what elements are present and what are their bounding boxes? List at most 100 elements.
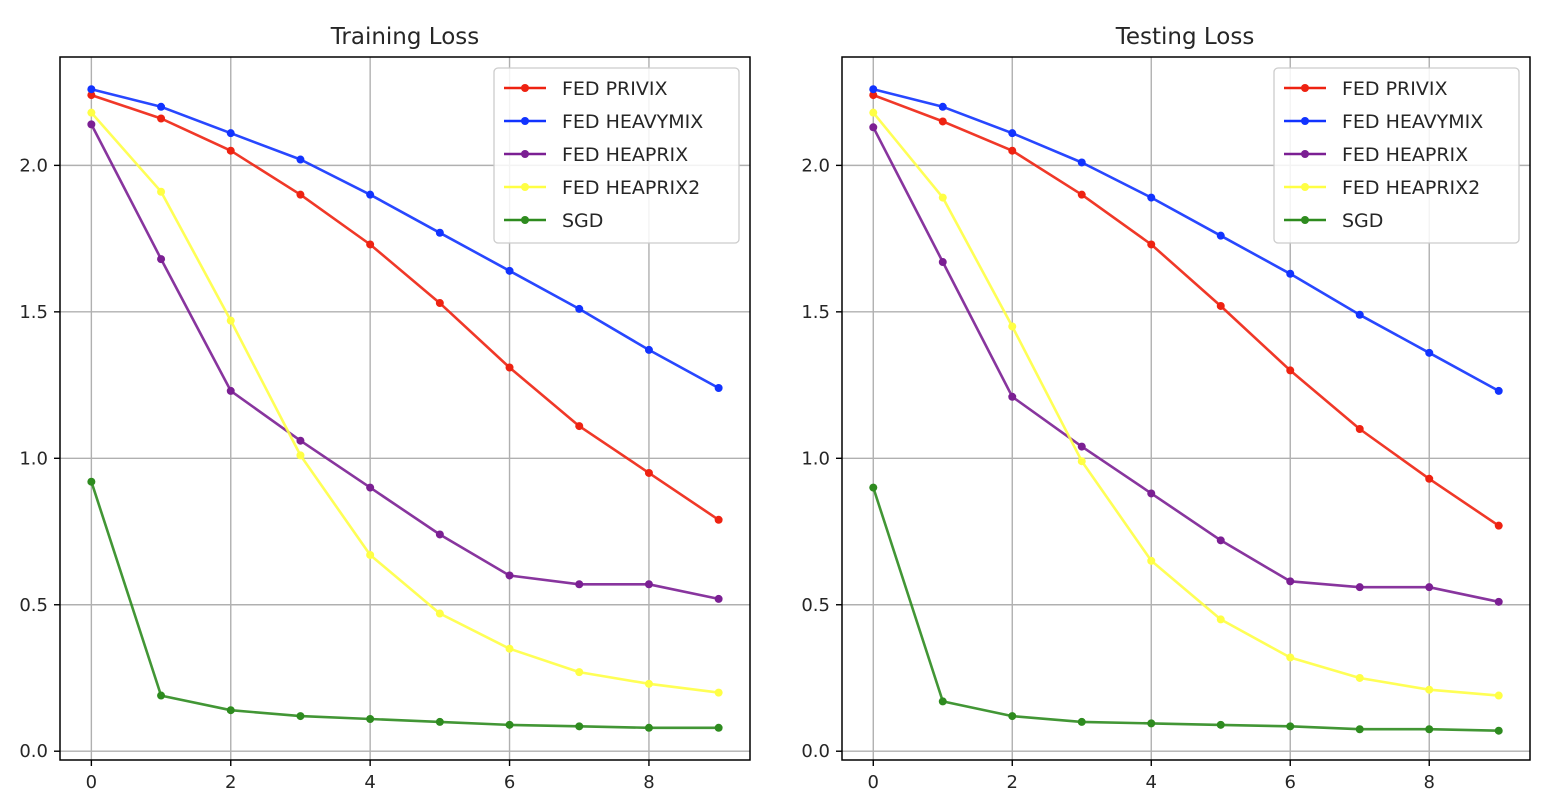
data-point — [1494, 597, 1503, 606]
data-point — [575, 580, 584, 589]
data-point — [714, 383, 723, 392]
series-line — [90, 481, 719, 730]
data-point — [435, 530, 444, 539]
x-tick-label: 6 — [1285, 772, 1296, 793]
chart-title: Testing Loss — [1115, 24, 1255, 50]
x-tick-label: 4 — [1146, 772, 1157, 793]
data-point — [1355, 583, 1364, 592]
data-point — [87, 85, 96, 94]
data-point — [1355, 310, 1364, 319]
legend: FED PRIVIX FED HEAVYMIX FED HEAPRIX FED HEA… — [1273, 67, 1520, 244]
data-point — [938, 697, 947, 706]
data-point — [714, 515, 723, 524]
data-point — [366, 550, 375, 559]
legend-label: FED HEAVYMIX — [562, 111, 703, 133]
data-point — [1008, 712, 1017, 721]
data-point — [1286, 722, 1295, 731]
data-point — [157, 114, 166, 123]
data-point — [505, 363, 514, 372]
y-tick-label: 1.5 — [801, 302, 830, 323]
series-fed-heaprix2 — [869, 108, 1503, 700]
data-point — [157, 187, 166, 196]
data-point — [1286, 366, 1295, 375]
data-point — [644, 580, 653, 589]
data-point — [1077, 457, 1086, 466]
y-tick-label: 1.0 — [19, 448, 48, 469]
data-point — [1216, 301, 1225, 310]
legend-label: FED PRIVIX — [1342, 78, 1447, 100]
data-point — [575, 422, 584, 431]
data-point — [1147, 719, 1156, 728]
data-point — [1147, 240, 1156, 249]
training-loss-chart: Training Loss 0 2 4 6 8 0.0 0.5 1.0 1.5 2.0 FED PR… — [19, 24, 751, 793]
legend-item: SGD — [504, 210, 603, 232]
y-tick-label: 2.0 — [19, 155, 48, 176]
data-point — [1286, 653, 1295, 662]
legend-box — [493, 67, 740, 244]
data-point — [296, 190, 305, 199]
legend-item: FED HEAVYMIX — [1284, 111, 1483, 133]
data-point — [1425, 348, 1434, 357]
series-line — [872, 111, 1499, 697]
data-point — [1008, 146, 1017, 155]
data-point — [366, 190, 375, 199]
series-line — [90, 111, 719, 694]
data-point — [575, 304, 584, 313]
series-line — [91, 87, 720, 390]
x-tick-label: 6 — [504, 772, 515, 793]
data-point — [714, 688, 723, 697]
series-sgd — [869, 483, 1503, 735]
data-point — [226, 316, 235, 325]
legend-swatch-marker — [1301, 150, 1309, 158]
legend-label: FED HEAVYMIX — [1342, 111, 1483, 133]
data-point — [505, 266, 514, 275]
legend-label: SGD — [1342, 210, 1383, 232]
series-line — [872, 87, 1500, 393]
y-tick-label: 1.5 — [19, 302, 48, 323]
data-point — [505, 720, 514, 729]
legend-label: FED HEAPRIX — [1342, 144, 1468, 166]
data-point — [1077, 158, 1086, 167]
data-point — [505, 644, 514, 653]
data-point — [938, 193, 947, 202]
legend-swatch-marker — [1301, 84, 1309, 92]
data-point — [869, 108, 878, 117]
legend-item: FED HEAPRIX2 — [504, 177, 700, 199]
data-point — [87, 477, 96, 486]
data-point — [296, 712, 305, 721]
series-sgd — [87, 477, 723, 732]
series-line — [90, 93, 720, 521]
legend: FED PRIVIX FED HEAVYMIX FED HEAPRIX FED HEA… — [493, 67, 740, 244]
data-point — [435, 609, 444, 618]
series-line — [90, 123, 719, 601]
data-point — [1286, 269, 1295, 278]
legend-swatch-marker — [521, 84, 529, 92]
data-point — [1494, 691, 1503, 700]
data-point — [1077, 717, 1086, 726]
data-point — [296, 155, 305, 164]
data-point — [366, 714, 375, 723]
data-point — [575, 668, 584, 677]
data-point — [869, 123, 878, 132]
legend-swatch-marker — [521, 216, 529, 224]
data-point — [1216, 536, 1225, 545]
data-point — [435, 299, 444, 308]
data-point — [296, 451, 305, 460]
y-tick-label: 1.0 — [801, 448, 830, 469]
data-point — [1425, 583, 1434, 592]
legend-swatch-marker — [521, 117, 529, 125]
legend-label: SGD — [562, 210, 603, 232]
series-line — [872, 126, 1499, 604]
data-point — [714, 594, 723, 603]
testing-loss-chart: Testing Loss 0 2 4 6 8 0.0 0.5 1.0 1.5 2.0 FED PRI… — [801, 24, 1531, 793]
legend-item: FED PRIVIX — [504, 78, 667, 100]
legend-item: FED HEAPRIX — [504, 144, 688, 166]
data-point — [435, 717, 444, 726]
data-point — [226, 706, 235, 715]
data-point — [226, 146, 235, 155]
series-line — [872, 487, 1499, 732]
legend-item: FED HEAPRIX — [1284, 144, 1468, 166]
x-tick-label: 0 — [86, 772, 97, 793]
data-point — [226, 129, 235, 138]
